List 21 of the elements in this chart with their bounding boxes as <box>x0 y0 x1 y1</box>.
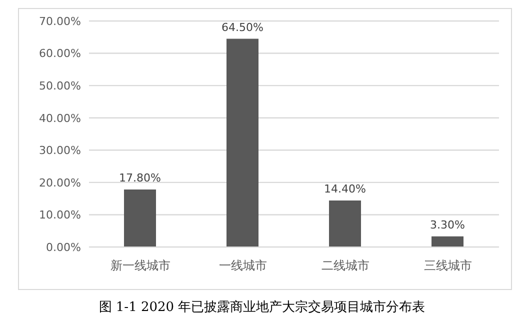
y-tick-label: 10.00% <box>39 208 81 222</box>
bar <box>329 200 361 247</box>
y-tick-label: 60.00% <box>39 47 81 60</box>
y-tick-label: 30.00% <box>39 144 81 158</box>
y-tick-label: 20.00% <box>39 176 81 190</box>
data-label: 17.80% <box>119 172 161 185</box>
text: 图 1-1 2020 年已披露商业地产大宗交易项目城市分布表 <box>98 299 426 316</box>
bar <box>124 190 156 247</box>
bar <box>226 38 258 247</box>
y-tick-label: 50.00% <box>39 79 81 92</box>
y-tick-label: 0.00% <box>46 240 81 254</box>
data-label: 14.40% <box>324 182 366 196</box>
x-tick-label: 二线城市 <box>321 258 370 273</box>
x-tick-label: 一线城市 <box>218 258 267 273</box>
y-tick-label: 40.00% <box>39 112 81 125</box>
x-tick-label: 新一线城市 <box>110 258 170 273</box>
x-tick-label: 三线城市 <box>424 258 472 273</box>
data-label: 64.50% <box>222 20 264 34</box>
data-label: 3.30% <box>430 218 465 232</box>
y-tick-label: 70.00% <box>39 14 81 28</box>
bar <box>432 236 464 247</box>
